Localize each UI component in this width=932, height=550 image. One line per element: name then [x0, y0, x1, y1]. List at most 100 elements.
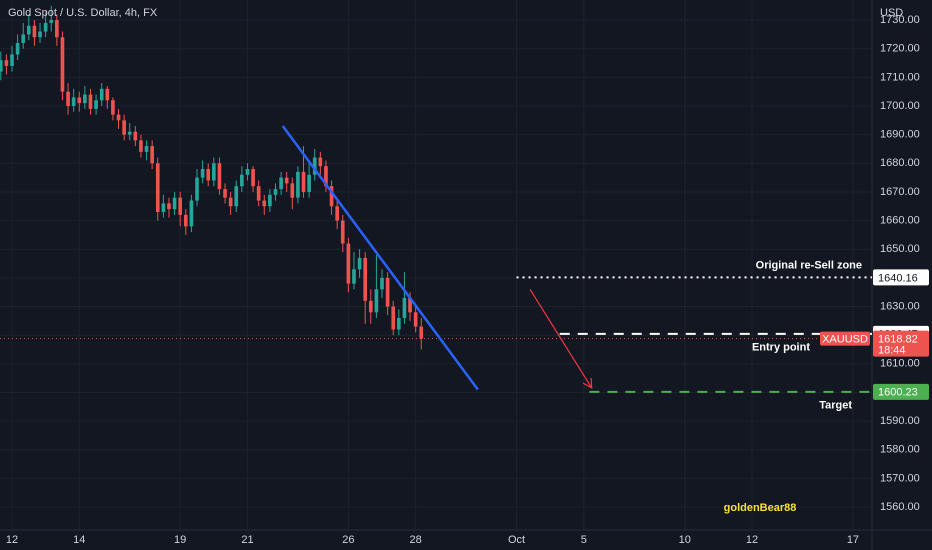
grid [0, 0, 872, 530]
candle-body [374, 289, 379, 313]
arrow-shaft [529, 289, 593, 389]
last-price-tag [873, 330, 929, 357]
candle-body [172, 197, 177, 210]
candle-body [346, 243, 351, 284]
candle-body [88, 94, 93, 109]
candle-body [245, 169, 250, 175]
candle-body [318, 157, 323, 167]
candle-body [99, 88, 104, 101]
candle-body [397, 318, 401, 330]
candle-body [49, 20, 54, 23]
candle-body [195, 177, 199, 201]
candle-body [32, 25, 37, 38]
x-tick-label: 10 [679, 534, 691, 546]
currency-label: USD [880, 7, 903, 19]
plot [0, 5, 872, 350]
y-tick-label: 1720.00 [880, 43, 920, 55]
candle-body [290, 183, 295, 198]
level-name: Entry point [752, 342, 810, 354]
candle-body [94, 100, 98, 109]
candle-body [329, 186, 334, 207]
y-tick-label: 1650.00 [880, 243, 920, 255]
candle-body [43, 22, 48, 32]
price-tag-label: 1600.23 [878, 387, 918, 399]
y-tick-label: 1580.00 [880, 444, 920, 456]
candle-body [284, 177, 289, 184]
arrow-head [582, 377, 593, 389]
candle-body [122, 120, 126, 135]
x-tick-label: 19 [174, 534, 186, 546]
x-tick-label: 26 [342, 534, 354, 546]
y-tick-label: 1560.00 [880, 501, 920, 513]
y-tick-label: 1660.00 [880, 215, 920, 227]
x-tick-label: 21 [241, 534, 253, 546]
candle-body [200, 169, 205, 178]
candle-body [340, 220, 345, 244]
candle-body [368, 300, 373, 313]
overlays: Original re-Sell zone 1640.16 Entry point 1… [281, 125, 929, 412]
candle-body [352, 269, 356, 284]
candle-body [139, 140, 143, 152]
y-tick-label: 1590.00 [880, 415, 920, 427]
candle-body [111, 100, 115, 115]
candle-body [10, 54, 14, 66]
candle-body [228, 197, 233, 207]
candle-body [268, 194, 272, 207]
candle-body [161, 203, 166, 212]
price-tag-label: 1640.16 [878, 272, 918, 284]
candle-body [66, 91, 70, 106]
candle-body [408, 297, 412, 313]
candle-body [144, 146, 149, 152]
symbol-tag [820, 331, 870, 346]
candle-body [38, 31, 42, 38]
y-tick-label: 1700.00 [880, 100, 920, 112]
candle-body [324, 166, 328, 187]
candle-body [279, 177, 283, 190]
candle-body [240, 174, 244, 187]
x-tick-label: 14 [73, 534, 85, 546]
candle-body [234, 186, 239, 207]
candle-body [150, 146, 154, 164]
price-tag [873, 383, 929, 400]
countdown-label: 18:44 [878, 344, 906, 356]
candle-body [212, 163, 216, 181]
candle-body [206, 169, 211, 181]
candle-body [363, 257, 368, 301]
price-tag [873, 269, 929, 286]
y-tick-label: 1670.00 [880, 186, 920, 198]
candle-body [4, 60, 9, 66]
candle-body [60, 37, 65, 92]
y-tick-label: 1630.00 [880, 300, 920, 312]
candle-body [71, 97, 76, 106]
candle-body [26, 25, 31, 35]
candle-body [256, 186, 261, 201]
candle-body [419, 326, 424, 339]
x-tick-label: 12 [6, 534, 18, 546]
candle-body [21, 34, 26, 43]
x-tick-label: 12 [746, 534, 758, 546]
trendline [281, 125, 479, 391]
candle-body [380, 277, 384, 290]
y-tick-label: 1710.00 [880, 71, 920, 83]
candle-body [335, 206, 339, 221]
y-tick-label: 1570.00 [880, 472, 920, 484]
candle-body [105, 88, 110, 101]
candle-body [262, 200, 267, 207]
y-tick-label: 1680.00 [880, 157, 920, 169]
x-tick-label: 17 [847, 534, 859, 546]
candle-body [307, 174, 311, 192]
candle-body [178, 197, 183, 215]
x-tick-label: 5 [581, 534, 587, 546]
candle-body [251, 169, 255, 187]
candle-body [189, 200, 194, 227]
candle-body [385, 277, 390, 307]
last-price-label: 1618.82 [878, 333, 918, 345]
x-tick-label: Oct [508, 534, 525, 546]
symbol-tag-label: XAUUSD [822, 333, 868, 345]
y-tick-label: 1690.00 [880, 129, 920, 141]
candle-body [83, 94, 87, 104]
candle-body [183, 214, 188, 227]
candle-body [217, 163, 222, 190]
